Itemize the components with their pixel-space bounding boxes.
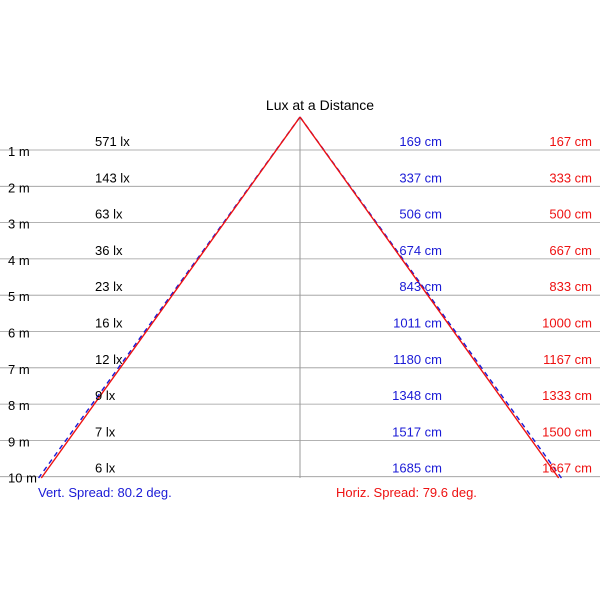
vertical-spread-value: 169 cm <box>399 134 442 149</box>
lux-value: 63 lx <box>95 207 123 222</box>
distance-row: 6 m 16 lx 1011 cm 1000 cm <box>8 316 592 341</box>
distance-row: 10 m 6 lx 1685 cm 1667 cm <box>8 461 592 486</box>
horizontal-beam-line-right <box>299 116 560 479</box>
lux-value: 143 lx <box>95 170 130 185</box>
distance-label: 7 m <box>8 362 30 377</box>
distance-label: 9 m <box>8 434 30 449</box>
horizontal-spread-value: 1167 cm <box>543 352 592 367</box>
distance-label: 2 m <box>8 180 30 195</box>
lux-value: 23 lx <box>95 279 123 294</box>
horizontal-spread-value: 833 cm <box>549 279 592 294</box>
distance-label: 5 m <box>8 289 30 304</box>
distance-label: 8 m <box>8 398 30 413</box>
distance-row: 3 m 63 lx 506 cm 500 cm <box>8 207 592 232</box>
distance-label: 6 m <box>8 326 30 341</box>
distance-row: 8 m 9 lx 1348 cm 1333 cm <box>8 388 592 413</box>
horizontal-spread-value: 167 cm <box>549 134 592 149</box>
lux-value: 6 lx <box>95 461 116 476</box>
vertical-spread-value: 1685 cm <box>392 461 442 476</box>
vertical-spread-value: 1011 cm <box>393 316 442 331</box>
horizontal-spread-value: 1667 cm <box>542 461 592 476</box>
vertical-spread-value: 674 cm <box>399 243 442 258</box>
lux-value: 9 lx <box>95 388 116 403</box>
lux-value: 7 lx <box>95 424 116 439</box>
vertical-spread-label: Vert. Spread: 80.2 deg. <box>38 485 172 500</box>
beam-lines <box>38 116 562 479</box>
horizontal-spread-value: 1333 cm <box>542 388 592 403</box>
distance-label: 4 m <box>8 253 30 268</box>
distance-row: 9 m 7 lx 1517 cm 1500 cm <box>8 424 592 449</box>
horizontal-spread-label: Horiz. Spread: 79.6 deg. <box>336 485 477 500</box>
distance-row: 5 m 23 lx 843 cm 833 cm <box>8 279 592 304</box>
vertical-spread-value: 1517 cm <box>392 424 442 439</box>
horizontal-spread-value: 1000 cm <box>542 316 592 331</box>
distance-row: 2 m 143 lx 337 cm 333 cm <box>8 170 592 195</box>
diagram-title: Lux at a Distance <box>266 97 374 113</box>
distance-label: 1 m <box>8 144 30 159</box>
lux-value: 12 lx <box>95 352 123 367</box>
horizontal-spread-value: 333 cm <box>549 170 592 185</box>
lux-value: 16 lx <box>95 316 123 331</box>
distance-row: 7 m 12 lx 1180 cm 1167 cm <box>8 352 592 377</box>
horizontal-spread-value: 667 cm <box>549 243 592 258</box>
distance-rows: 1 m 571 lx 169 cm 167 cm 2 m 143 lx 337 cm 333 … <box>8 134 592 486</box>
distance-row: 1 m 571 lx 169 cm 167 cm <box>8 134 592 159</box>
vertical-spread-value: 1348 cm <box>392 388 442 403</box>
vertical-spread-value: 337 cm <box>399 170 442 185</box>
distance-row: 4 m 36 lx 674 cm 667 cm <box>8 243 592 268</box>
horizontal-beam-line-left <box>40 116 301 479</box>
horizontal-spread-value: 1500 cm <box>542 424 592 439</box>
distance-label: 3 m <box>8 217 30 232</box>
distance-label: 10 m <box>8 471 37 486</box>
lux-value: 571 lx <box>95 134 130 149</box>
horizontal-spread-value: 500 cm <box>549 207 592 222</box>
vertical-spread-value: 506 cm <box>399 207 442 222</box>
lux-value: 36 lx <box>95 243 123 258</box>
vertical-spread-value: 1180 cm <box>393 352 442 367</box>
vertical-spread-value: 843 cm <box>399 279 442 294</box>
